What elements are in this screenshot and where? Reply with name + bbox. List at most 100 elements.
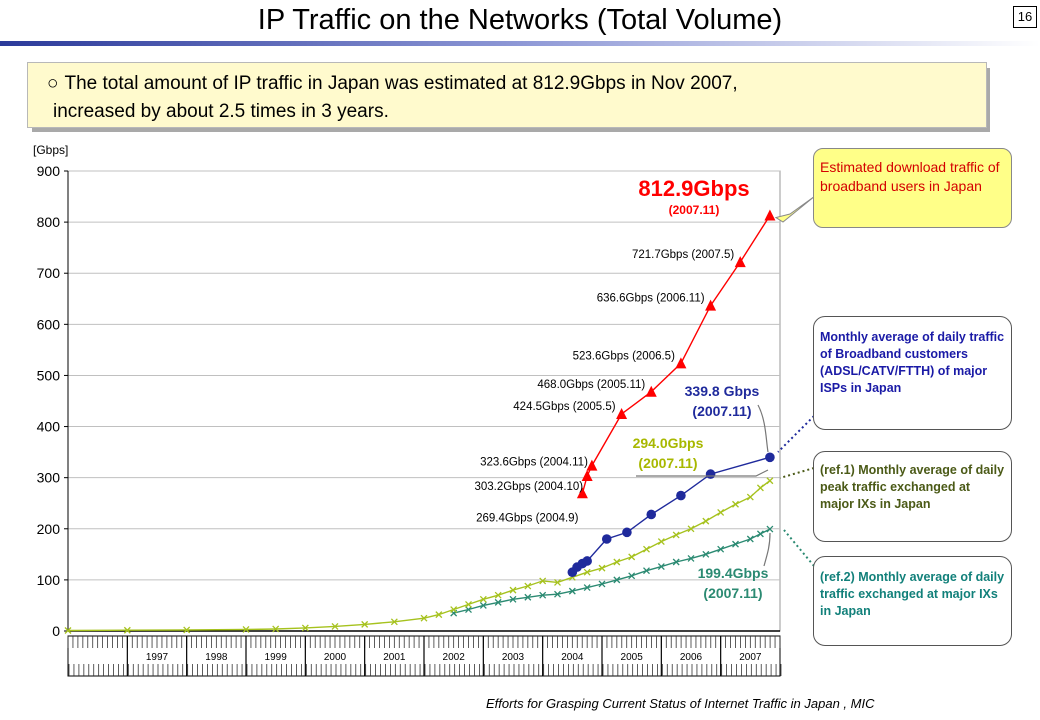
- series-line-ref1: [67, 480, 771, 632]
- data-point-ref1: [524, 582, 532, 590]
- y-tick-label: 0: [52, 623, 60, 639]
- year-label-bg: [604, 650, 660, 662]
- data-point-estimated: [645, 385, 657, 397]
- data-point-ref1: [613, 558, 621, 566]
- callout-broadband-date: (2007.11): [692, 403, 751, 419]
- data-point-ref2: [643, 567, 650, 575]
- data-point-ref1: [672, 531, 680, 539]
- data-point-ref2: [539, 591, 547, 599]
- point-label-estimated: 303.2Gbps (2004.10): [474, 481, 583, 493]
- data-point-ref2: [766, 525, 774, 533]
- data-point-ref1: [435, 611, 443, 619]
- header-gradient-bar: [0, 41, 1040, 46]
- callout-broadband-pointer: [757, 404, 769, 453]
- year-label-bg: [307, 650, 363, 662]
- data-point-ref2: [568, 587, 576, 595]
- x-year-label: 2000: [324, 652, 347, 663]
- callout-ref1-date: (2007.11): [638, 455, 697, 471]
- year-label-bg: [248, 650, 304, 662]
- data-point-ref2: [583, 584, 591, 592]
- summary-text: ○ The total amount of IP traffic in Japan…: [47, 70, 977, 126]
- callout-estimated-value: 812.9Gbps: [638, 176, 749, 201]
- data-point-ref2: [554, 590, 561, 598]
- data-point-ref1: [702, 517, 710, 525]
- y-tick-label: 500: [37, 367, 61, 383]
- data-point-ref1: [494, 591, 502, 599]
- y-tick-label: 700: [37, 265, 61, 281]
- data-point-estimated: [764, 209, 776, 221]
- data-point-ref2: [479, 601, 487, 609]
- x-year-label: 1998: [205, 652, 228, 663]
- plot-area: [67, 170, 781, 632]
- note-ref1-connector: [779, 467, 815, 479]
- data-point-ref1: [657, 538, 665, 546]
- x-year-label: 2003: [502, 652, 525, 663]
- data-point-ref2: [598, 580, 606, 588]
- data-point-ref2: [628, 572, 636, 580]
- data-point-ref1: [242, 626, 250, 633]
- data-point-ref1: [123, 626, 131, 634]
- point-label-estimated: 468.0Gbps (2005.11): [537, 379, 645, 391]
- data-point-estimated: [576, 487, 588, 499]
- note-estimated-pointer: [774, 195, 816, 223]
- year-label-bg: [544, 650, 600, 662]
- callout-ref1-pointer: [636, 469, 769, 477]
- year-label-bg: [426, 650, 482, 662]
- x-year-label: 2004: [561, 652, 584, 663]
- x-year-label: 2005: [621, 652, 644, 663]
- data-point-ref1: [301, 624, 309, 632]
- data-point-ref1: [717, 508, 725, 516]
- callout-ref1-value: 294.0Gbps: [633, 435, 704, 451]
- callout-estimated-date: (2007.11): [669, 203, 720, 217]
- data-point-ref2: [465, 606, 472, 613]
- x-year-label: 2002: [443, 652, 466, 663]
- note-ref1-peak-ix: (ref.1) Monthly average of daily peak tr…: [813, 451, 1012, 542]
- data-point-ref2: [494, 598, 502, 606]
- data-point-ref1: [420, 614, 428, 622]
- data-point-ref2: [613, 576, 621, 584]
- y-tick-label: 300: [37, 470, 61, 486]
- y-axis-unit-label: [Gbps]: [33, 143, 68, 157]
- data-point-broadband: [765, 452, 775, 463]
- data-point-ref1: [746, 493, 754, 501]
- data-point-estimated: [734, 256, 746, 268]
- data-point-ref1: [331, 622, 339, 630]
- data-point-estimated: [586, 459, 598, 471]
- year-label-bg: [663, 650, 719, 662]
- data-point-ref2: [524, 593, 532, 601]
- x-year-label: 1997: [146, 652, 169, 663]
- data-point-ref1: [756, 484, 764, 492]
- callout-ref2-pointer: [763, 532, 771, 567]
- data-point-ref2: [717, 545, 725, 553]
- data-point-estimated: [705, 299, 717, 311]
- data-point-ref1: [628, 553, 636, 561]
- point-label-estimated: 323.6Gbps (2004.11): [480, 457, 588, 469]
- data-point-ref2: [746, 535, 754, 543]
- note-broadband-connector: [777, 415, 815, 453]
- data-point-ref1: [479, 595, 487, 603]
- data-point-ref2: [672, 558, 680, 566]
- data-point-broadband: [646, 509, 657, 520]
- data-point-ref1: [643, 545, 650, 553]
- x-year-label: 2006: [680, 652, 703, 663]
- source-citation: Efforts for Grasping Current Status of I…: [486, 696, 875, 711]
- y-tick-label: 600: [37, 316, 61, 332]
- data-point-ref1: [450, 606, 458, 613]
- data-point-estimated: [675, 357, 687, 369]
- summary-box: [27, 62, 987, 128]
- data-point-broadband: [622, 527, 632, 538]
- data-point-broadband: [676, 490, 686, 501]
- y-tick-label: 900: [37, 163, 61, 179]
- note-broadband-traffic: Monthly average of daily traffic of Broa…: [813, 316, 1012, 430]
- point-label-estimated: 636.6Gbps (2006.11): [597, 293, 705, 305]
- point-label-estimated: 721.7Gbps (2007.5): [632, 249, 734, 261]
- note-ref2-connector: [783, 529, 815, 567]
- data-point-ref2: [732, 540, 739, 548]
- year-label-bg: [129, 650, 185, 662]
- callout-ref2-value: 199.4Gbps: [698, 565, 769, 581]
- summary-line-1-text: The total amount of IP traffic in Japan …: [64, 73, 738, 94]
- data-point-ref1: [183, 626, 191, 634]
- y-tick-label: 200: [37, 521, 61, 537]
- year-label-bg: [722, 650, 778, 662]
